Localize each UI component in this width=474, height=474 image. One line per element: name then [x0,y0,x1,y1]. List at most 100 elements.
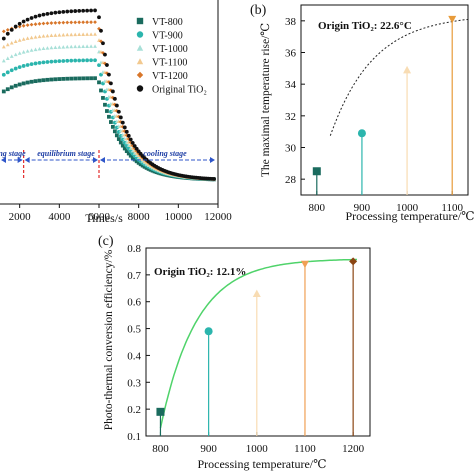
curve-point [112,96,117,101]
curve-point [73,32,78,37]
curve-point [97,15,101,20]
curve-point [65,20,70,25]
curve-point [124,149,129,153]
x-tick-label: 6000 [88,211,111,223]
data-point [357,129,366,138]
curve-point [89,32,93,36]
curve-point [13,83,18,88]
y-tick-label: 28 [285,174,297,186]
panel-label: (b) [250,3,267,18]
curve-point [130,155,135,160]
curve-point [126,146,131,151]
y-tick-label: 0.7 [127,270,141,282]
x-tick-label: 8000 [128,211,151,223]
curve-point [5,70,10,75]
curve-point [49,21,54,25]
curve-point [33,79,38,84]
curve-point [107,114,111,119]
plot-frame [145,247,371,437]
curve-point [57,59,62,64]
curve-point [57,20,62,25]
curve-point [89,76,93,81]
curve-point [89,8,93,13]
curve-point [103,52,107,57]
curve-point [138,162,143,167]
curve-point [85,20,89,25]
y-tick-label: 0.6 [127,297,141,309]
curve-point [85,44,89,48]
y-tick-label: 34 [285,79,297,91]
x-tick-label: 1000 [246,443,269,455]
curve-point [1,29,6,34]
curve-point [9,27,14,32]
curve-point [17,51,22,55]
y-tick-label: 0.4 [127,350,141,362]
arrow-head [24,157,30,163]
curve-point [49,45,54,50]
curve-point [25,23,30,28]
curve-point [45,77,50,82]
curve-point [17,82,22,87]
curve-point [9,68,14,73]
curve-point [77,44,82,49]
curve-point [25,36,30,40]
curve-point [17,65,22,70]
stage-label: cooling stage [143,149,187,158]
curve-point [122,125,127,130]
curve-point [97,80,101,85]
curve-point [13,52,18,57]
curve-point [9,40,14,45]
curve-point [29,22,34,27]
curve-point [109,81,113,86]
curve-point [37,34,42,39]
curve-point [21,50,26,54]
curve-point [57,45,62,49]
panel-a: 2000 4000 6000 8000 10000 12000 Times/s ng stag… [0,0,232,225]
annotation: Origin TiO₂: 22.6°C [318,20,412,32]
curve-point [144,165,149,170]
legend-marker [136,17,144,25]
curve-point [29,79,34,84]
curve-point [41,21,46,26]
curve-point [61,9,66,14]
arrow-head [93,157,98,163]
curve-point [21,19,26,24]
curve-point [53,77,58,82]
legend-marker [136,44,144,51]
curve-point [81,8,86,13]
curve-point [41,60,46,65]
curve-point [33,35,38,39]
curve-point [37,46,42,51]
curve-point [93,44,97,48]
curve-point [134,159,139,164]
curve-point [45,46,50,50]
curve-point [122,129,127,134]
curve-point [128,153,133,158]
plot-frame [300,4,469,196]
curve-point [25,17,30,22]
curve-point [17,38,22,42]
curve-point [77,76,82,81]
y-tick-label: 32 [285,111,296,123]
curve-point [41,34,46,38]
curve-point [9,85,14,90]
curve-point [107,72,111,77]
curve-point [107,80,111,84]
curve-point [41,78,46,83]
curve-point [142,164,147,169]
curve-point [37,60,42,65]
curve-point [99,88,103,93]
curve-point [77,32,82,37]
curve-point [101,41,105,46]
curve-point [146,166,151,171]
data-point [300,260,309,269]
curve-point [57,77,62,81]
curve-point [29,35,34,40]
data-point [349,257,358,266]
curve-point [89,44,93,48]
curve-point [101,50,105,55]
curve-point [89,20,93,25]
y-tick-label: 30 [285,143,297,155]
curve-point [132,144,137,148]
